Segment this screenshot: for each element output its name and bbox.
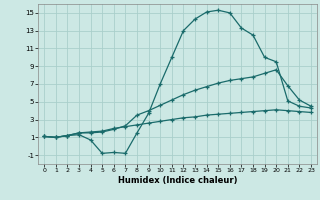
X-axis label: Humidex (Indice chaleur): Humidex (Indice chaleur) — [118, 176, 237, 185]
